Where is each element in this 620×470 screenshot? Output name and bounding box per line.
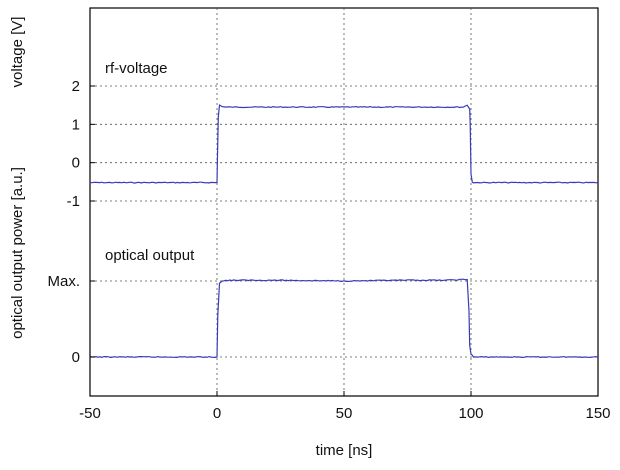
x-axis-label: time [ns] [316, 442, 373, 459]
series-line-optical-output [89, 278, 599, 359]
annotation-optical-output: optical output [105, 247, 195, 264]
x-tick-label: 0 [213, 405, 221, 422]
y-tick-label: 2 [72, 78, 80, 95]
y-tick-label: Max. [47, 273, 80, 290]
x-tick-label: 150 [585, 405, 610, 422]
y-tick-label: 0 [72, 349, 80, 366]
y-axis-label-voltage: voltage [V] [9, 17, 26, 88]
tick-layer: -50 0 50 100 150 2 1 0 -1 Max. 0 [47, 78, 610, 422]
annotation-rf-voltage: rf-voltage [105, 60, 168, 77]
y-tick-label: 0 [72, 155, 80, 172]
plot-frame [89, 7, 599, 397]
x-tick-label: 50 [336, 405, 353, 422]
series-line-rf-voltage [89, 104, 599, 184]
y-tick-label: 1 [72, 116, 80, 133]
x-tick-label: -50 [79, 405, 101, 422]
y-axis-label-optical: optical output power [a.u.] [9, 167, 26, 339]
x-tick-label: 100 [458, 405, 483, 422]
series-layer [89, 104, 599, 359]
y-tick-label: -1 [67, 193, 80, 210]
